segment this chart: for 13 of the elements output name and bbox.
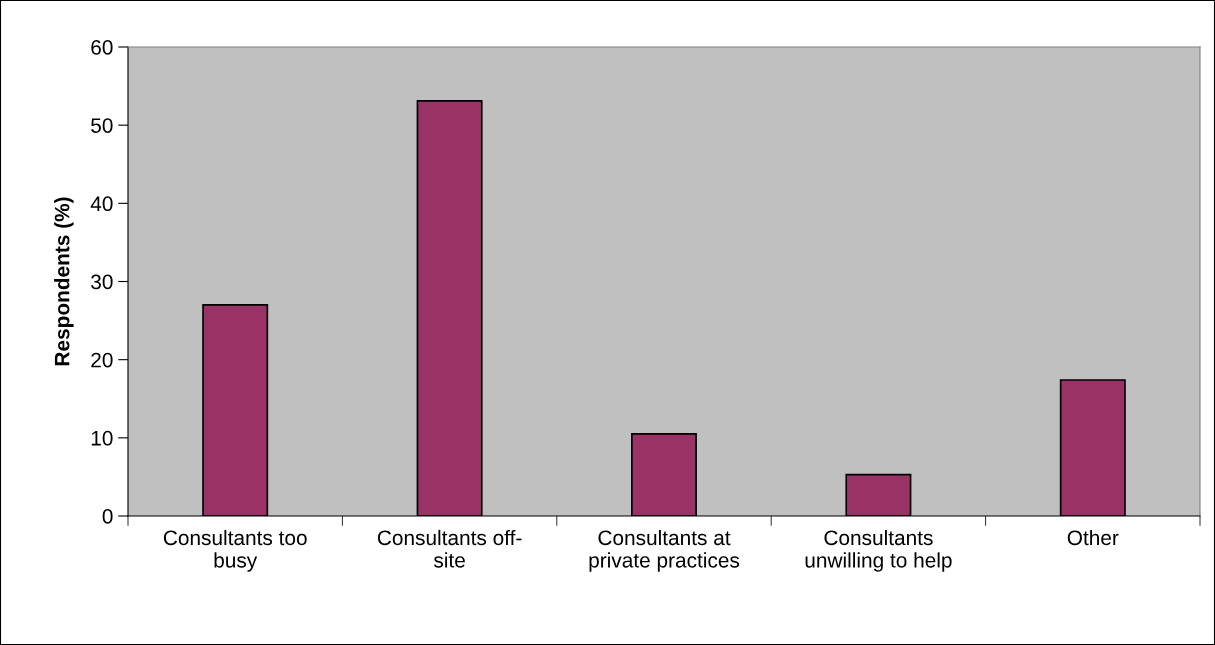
x-tick-label: Consultants unwilling to help — [805, 529, 952, 572]
x-tick-label: Consultants too busy — [163, 529, 307, 572]
y-axis-title: Respondents (%) — [54, 197, 74, 366]
y-tick-label: 50 — [91, 118, 113, 133]
y-tick-label: 40 — [90, 196, 113, 212]
y-tick-label: 60 — [91, 40, 113, 55]
y-tick-label: 20 — [91, 352, 113, 368]
y-tick-label: 10 — [91, 430, 113, 446]
y-tick-label: 30 — [91, 274, 113, 290]
x-tick-label: Other — [1067, 529, 1119, 546]
x-tick-label: Consultants off- site — [377, 529, 522, 568]
x-tick-label: Consultants at private practices — [589, 529, 740, 572]
y-tick-label: 0 — [102, 509, 113, 524]
